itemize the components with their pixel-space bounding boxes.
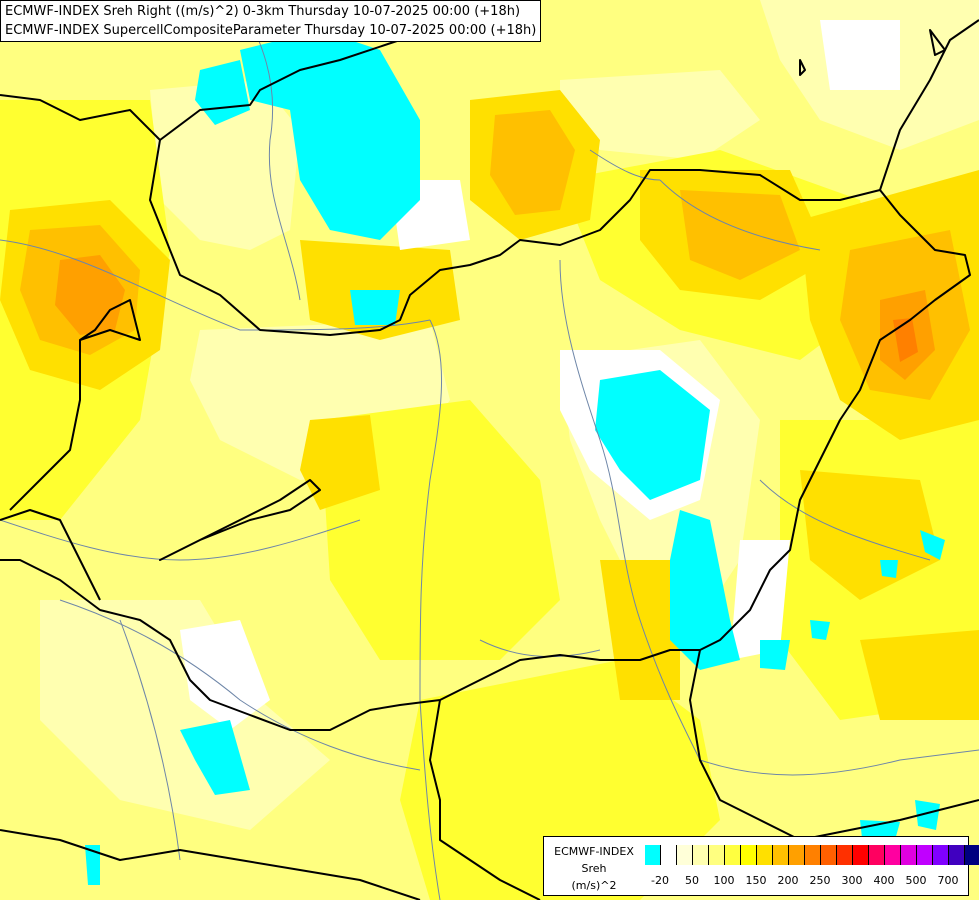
river-line [699,749,979,776]
river-line [0,239,431,331]
country-border [0,829,421,900]
river-line [589,149,661,181]
legend-variable-label: Sreh [581,862,607,875]
field-cyan-gyor [350,290,400,325]
river-line [0,519,361,561]
legend-swatch [661,845,677,865]
field-white-east [730,540,790,660]
legend-tick-label: 100 [713,874,735,887]
country-border [429,699,541,900]
legend-swatch [693,845,709,865]
field-gold-se [860,630,979,720]
legend-tick-label: -20 [651,874,669,887]
country-border [159,479,321,561]
legend-swatch [869,845,885,865]
legend-swatch [709,845,725,865]
field-cyan-speck-6 [85,845,100,885]
field-cyan-croatia [180,720,250,795]
field-yellow-danube [320,400,560,660]
country-border [9,340,81,511]
river-line [659,179,821,251]
field-cyan-speck-2 [920,530,945,560]
field-gold-szeged [600,560,680,700]
legend-swatch [773,845,789,865]
legend-swatch [821,845,837,865]
field-white-croatia [180,620,270,730]
legend-swatch [645,845,661,865]
field-orange-nhungary [680,190,800,280]
country-border [799,59,806,76]
legend-tick-label: 500 [905,874,927,887]
legend-swatch [805,845,821,865]
river-line [419,319,442,900]
legend-swatch [741,845,757,865]
field-pale-north [560,70,760,160]
field-pale-austria [150,80,300,250]
legend-swatch [965,845,979,865]
legend-swatch [757,845,773,865]
field-cyan-romania-south [760,640,790,670]
legend-tick-label: 300 [841,874,863,887]
legend-swatch [949,845,965,865]
title-line-scp: ECMWF-INDEX SupercellCompositeParameter … [5,23,537,38]
legend-swatch [837,845,853,865]
field-white-poland [820,20,900,90]
country-border [79,299,141,341]
legend-swatch [933,845,949,865]
river-line [479,639,601,658]
legend-swatch [885,845,901,865]
field-pale-croatia [40,600,330,830]
map-title-box: ECMWF-INDEX Sreh Right ((m/s)^2) 0-3km T… [0,0,541,42]
field-gold-eastplain [800,470,940,600]
country-border [879,19,979,191]
country-border [929,29,946,56]
field-cyan-tisza-south [670,510,740,670]
country-border [0,509,101,601]
field-cyan-speck-5 [915,800,940,830]
legend-swatch [853,845,869,865]
legend-tick-label: 50 [685,874,699,887]
legend-model-label: ECMWF-INDEX [554,845,634,858]
field-cyan-tisza [595,370,710,500]
river-line [559,259,701,761]
river-line [119,619,181,861]
field-cyan-speck-1 [880,560,898,578]
field-cyan-north [240,30,420,240]
field-gold-balaton [300,415,380,510]
legend-tick-label: 150 [745,874,767,887]
legend-tick-label: 200 [777,874,799,887]
field-orange-slovakia [490,110,575,215]
river-line [59,599,421,771]
field-cyan-speck-3 [810,620,830,640]
legend-tick-label: 250 [809,874,831,887]
field-deeporange-romania [893,318,918,362]
legend-swatch [789,845,805,865]
legend-swatch [725,845,741,865]
river-line [759,479,931,561]
legend-tick-label: 400 [873,874,895,887]
legend-swatch [901,845,917,865]
country-border [689,649,979,841]
legend-unit-label: (m/s)^2 [571,879,617,892]
legend-swatch [677,845,693,865]
title-line-sreh: ECMWF-INDEX Sreh Right ((m/s)^2) 0-3km T… [5,4,521,19]
country-border [0,94,971,731]
color-legend: ECMWF-INDEX Sreh (m/s)^2 -20 50 100 150 200 2… [543,836,979,896]
legend-tick-label: 700 [937,874,959,887]
legend-swatch [917,845,933,865]
